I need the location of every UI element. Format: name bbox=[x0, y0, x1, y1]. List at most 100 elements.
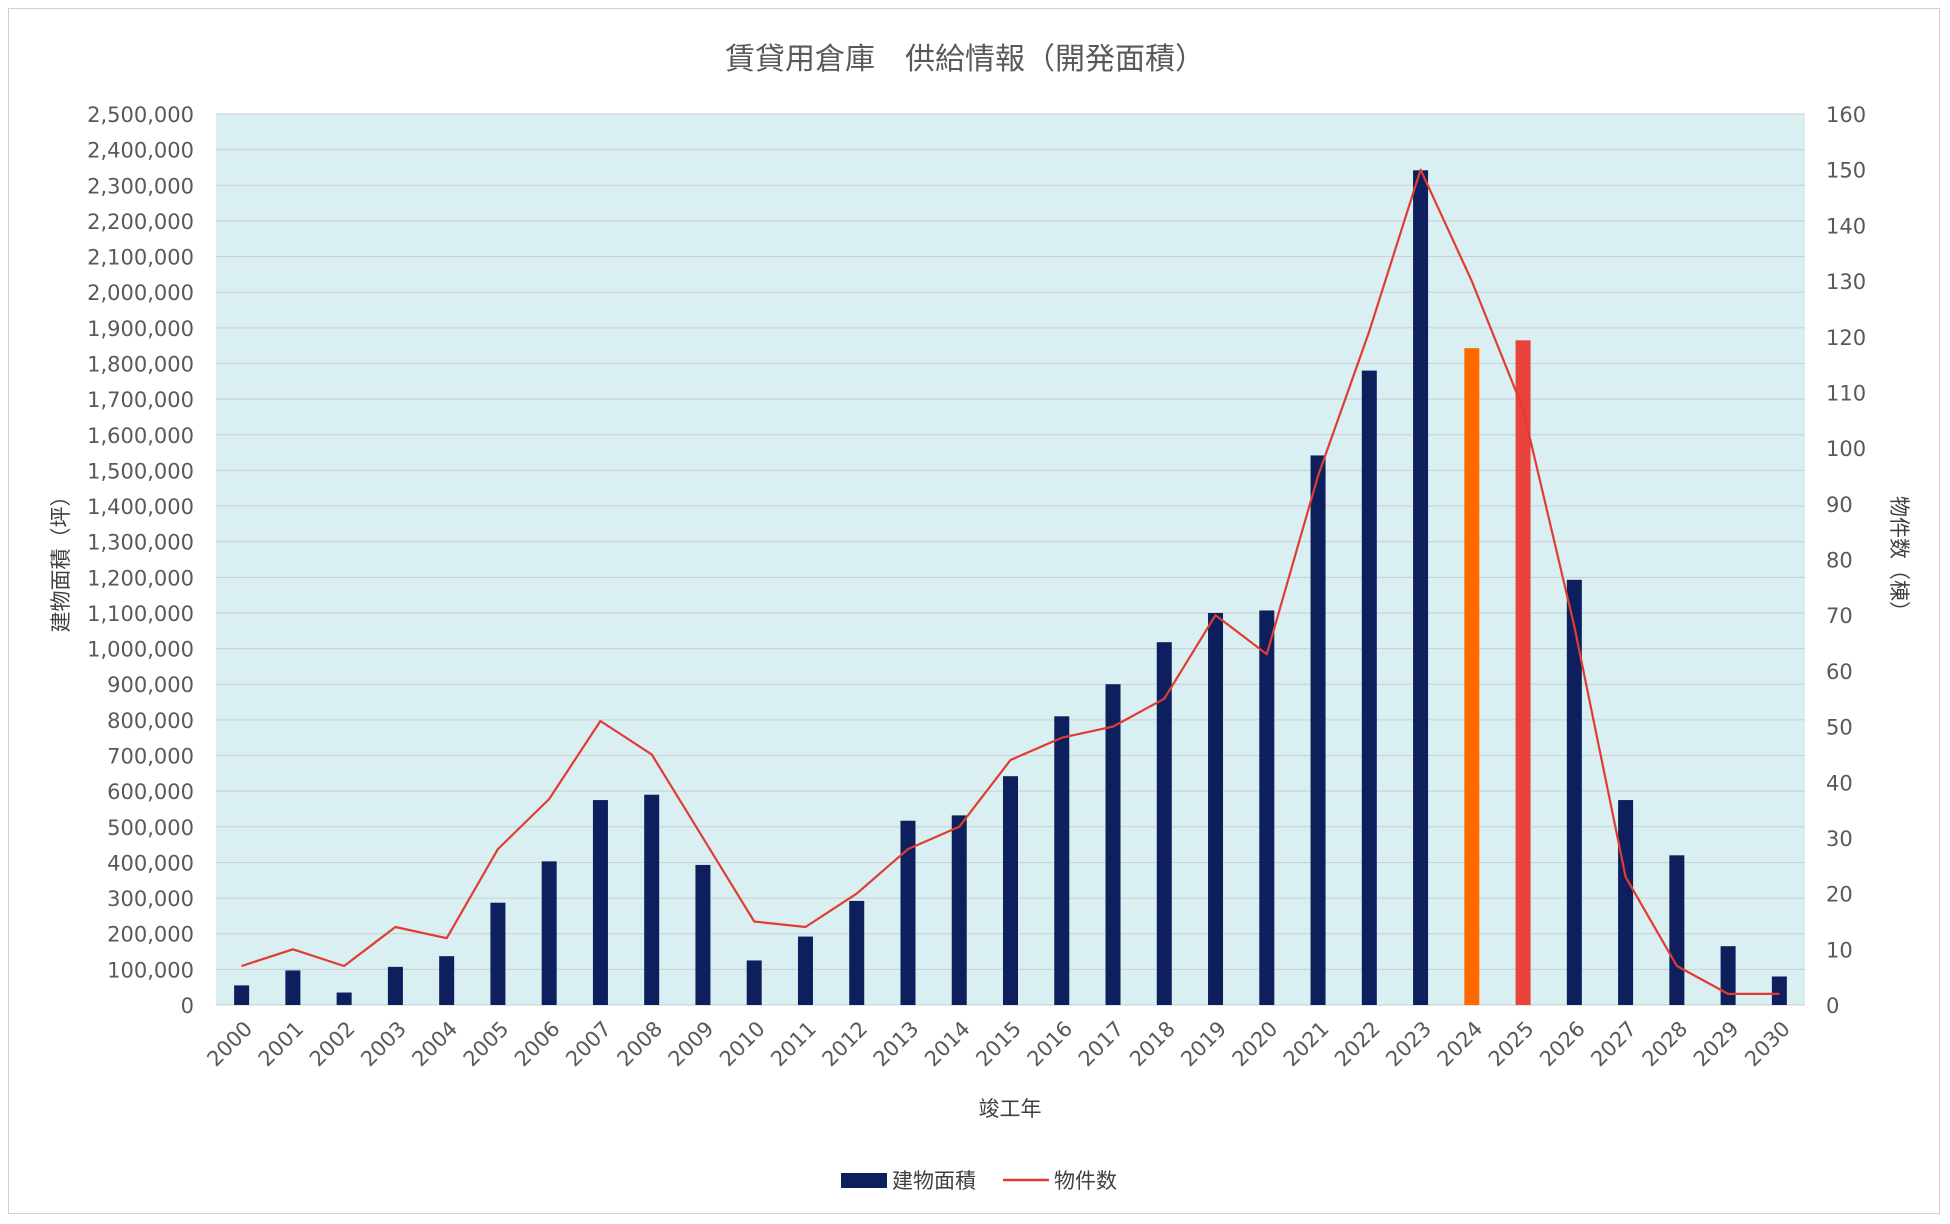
x-tick-label: 2018 bbox=[1125, 1017, 1180, 1072]
legend-label-bar: 建物面積 bbox=[892, 1169, 976, 1193]
x-tick-label: 2007 bbox=[561, 1017, 616, 1072]
y2-tick-label: 70 bbox=[1826, 604, 1853, 628]
chart-title: 賃貸用倉庫 供給情報（開発面積） bbox=[725, 42, 1205, 77]
y-tick-label: 2,500,000 bbox=[87, 103, 194, 127]
legend-swatch-bar bbox=[841, 1173, 887, 1188]
bar-2009 bbox=[695, 864, 711, 1005]
x-tick-label: 2010 bbox=[715, 1017, 770, 1072]
bar-series bbox=[234, 170, 1787, 1006]
x-tick-label: 2001 bbox=[254, 1017, 309, 1072]
x-tick-label: 2017 bbox=[1074, 1017, 1129, 1072]
bar-2025 bbox=[1515, 340, 1531, 1006]
y2-tick-label: 110 bbox=[1826, 381, 1866, 405]
x-tick-label: 2002 bbox=[305, 1017, 360, 1072]
y2-tick-label: 100 bbox=[1826, 437, 1866, 461]
y2-tick-label: 80 bbox=[1826, 549, 1853, 573]
y-tick-label: 1,000,000 bbox=[87, 638, 194, 662]
y-tick-label: 2,400,000 bbox=[87, 139, 194, 163]
x-tick-label: 2027 bbox=[1586, 1017, 1641, 1072]
x-tick-label: 2020 bbox=[1228, 1017, 1283, 1072]
y-tick-label: 1,200,000 bbox=[87, 566, 194, 590]
y2-axis-ticks: 0 10 20 30 40 50 60 70 80 90 100 110 120 130 140 150 160 bbox=[1826, 103, 1866, 1018]
bar-2030 bbox=[1771, 976, 1787, 1005]
x-tick-label: 2013 bbox=[869, 1017, 924, 1072]
y-tick-label: 2,200,000 bbox=[87, 210, 194, 234]
x-tick-label: 2014 bbox=[920, 1017, 975, 1072]
y-tick-label: 700,000 bbox=[107, 745, 194, 769]
x-tick-label: 2028 bbox=[1638, 1017, 1693, 1072]
x-tick-label: 2019 bbox=[1176, 1017, 1231, 1072]
y-tick-label: 400,000 bbox=[107, 851, 194, 875]
x-tick-label: 2021 bbox=[1279, 1017, 1334, 1072]
y-tick-label: 300,000 bbox=[107, 887, 194, 911]
y-tick-label: 1,100,000 bbox=[87, 602, 194, 626]
bar-2000 bbox=[234, 985, 250, 1005]
x-tick-label: 2005 bbox=[459, 1017, 514, 1072]
y-tick-label: 2,300,000 bbox=[87, 174, 194, 198]
bar-2001 bbox=[285, 970, 301, 1005]
x-tick-label: 2024 bbox=[1433, 1017, 1488, 1072]
y-tick-label: 1,600,000 bbox=[87, 424, 194, 448]
y2-tick-label: 30 bbox=[1826, 827, 1853, 851]
y2-tick-label: 150 bbox=[1826, 159, 1866, 183]
y-axis-ticks: 0 100,000 200,000 300,000 400,000 500,000 600,… bbox=[87, 103, 194, 1018]
x-tick-label: 2025 bbox=[1484, 1017, 1539, 1072]
bar-2012 bbox=[849, 900, 865, 1005]
bar-2006 bbox=[541, 861, 557, 1005]
y-tick-label: 1,800,000 bbox=[87, 352, 194, 376]
bar-2021 bbox=[1310, 455, 1326, 1005]
y2-tick-label: 130 bbox=[1826, 270, 1866, 294]
bar-2010 bbox=[746, 960, 762, 1005]
y2-tick-label: 90 bbox=[1826, 493, 1853, 517]
bar-2004 bbox=[439, 956, 455, 1005]
y-tick-label: 500,000 bbox=[107, 816, 194, 840]
x-axis-title: 竣工年 bbox=[979, 1097, 1042, 1121]
bar-2029 bbox=[1720, 946, 1736, 1005]
x-tick-label: 2003 bbox=[356, 1017, 411, 1072]
x-tick-label: 2006 bbox=[510, 1017, 565, 1072]
y2-tick-label: 40 bbox=[1826, 771, 1853, 795]
y-tick-label: 900,000 bbox=[107, 673, 194, 697]
bar-2015 bbox=[1003, 776, 1018, 1005]
y-tick-label: 1,700,000 bbox=[87, 388, 194, 412]
x-tick-label: 2026 bbox=[1535, 1017, 1590, 1072]
y2-tick-label: 20 bbox=[1826, 883, 1853, 907]
y-tick-label: 200,000 bbox=[107, 923, 194, 947]
y2-tick-label: 50 bbox=[1826, 716, 1853, 740]
y2-tick-label: 120 bbox=[1826, 326, 1866, 350]
bar-2018 bbox=[1156, 642, 1172, 1005]
line-series bbox=[241, 168, 1780, 996]
y-tick-label: 1,400,000 bbox=[87, 495, 194, 519]
y2-tick-label: 10 bbox=[1826, 938, 1853, 962]
x-tick-label: 2008 bbox=[612, 1017, 667, 1072]
bar-2016 bbox=[1054, 716, 1070, 1005]
bar-2023 bbox=[1413, 170, 1429, 1005]
x-tick-label: 2030 bbox=[1740, 1017, 1795, 1072]
x-tick-label: 2022 bbox=[1330, 1017, 1385, 1072]
x-tick-label: 2011 bbox=[766, 1017, 821, 1072]
legend: 建物面積 物件数 bbox=[841, 1169, 1117, 1193]
bar-2013 bbox=[900, 820, 916, 1005]
y-tick-label: 600,000 bbox=[107, 780, 194, 804]
x-tick-label: 2023 bbox=[1381, 1017, 1436, 1072]
y-tick-label: 1,900,000 bbox=[87, 317, 194, 341]
bar-2024 bbox=[1464, 348, 1480, 1005]
x-tick-label: 2015 bbox=[971, 1017, 1026, 1072]
y-axis-title: 建物面積（坪） bbox=[49, 486, 73, 633]
bar-2002 bbox=[336, 992, 352, 1005]
x-tick-label: 2009 bbox=[664, 1017, 719, 1072]
bar-2014 bbox=[951, 815, 967, 1005]
y2-axis-title: 物件数（棟） bbox=[1887, 496, 1911, 622]
bar-2028 bbox=[1669, 855, 1685, 1005]
bar-2022 bbox=[1361, 370, 1377, 1005]
y-tick-label: 0 bbox=[181, 994, 194, 1018]
bar-2020 bbox=[1259, 610, 1275, 1005]
y2-tick-label: 140 bbox=[1826, 214, 1866, 238]
x-tick-label: 2004 bbox=[407, 1017, 462, 1072]
y-tick-label: 2,100,000 bbox=[87, 246, 194, 270]
bar-2019 bbox=[1208, 612, 1224, 1005]
x-tick-label: 2000 bbox=[202, 1017, 257, 1072]
x-tick-label: 2016 bbox=[1023, 1017, 1078, 1072]
bar-2008 bbox=[644, 794, 660, 1005]
